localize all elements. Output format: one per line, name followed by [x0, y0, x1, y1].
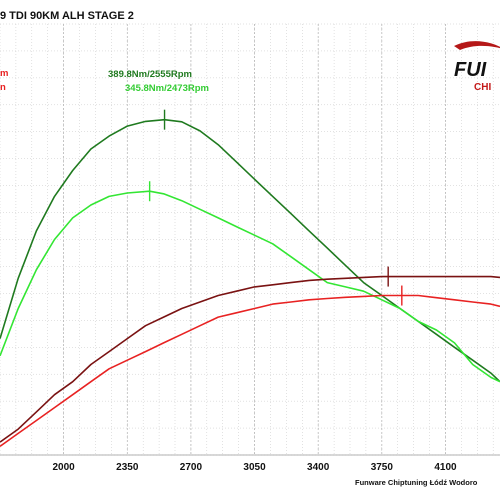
- funware-logo: FUI CHI: [448, 36, 500, 94]
- series-line-tuned_torque: [0, 120, 500, 382]
- left-legend-fragment-2: n: [0, 82, 6, 93]
- tuned-torque-peak-label: 389.8Nm/2555Rpm: [108, 69, 192, 80]
- x-tick-label: 2000: [53, 462, 76, 473]
- x-tick-label: 4100: [434, 462, 457, 473]
- left-legend-fragment-1: m: [0, 68, 8, 79]
- footer-credit: Funware Chiptuning Łódź Wodoro: [355, 478, 477, 487]
- x-tick-label: 3050: [243, 462, 266, 473]
- peak-markers: [150, 110, 402, 306]
- stock-torque-peak-label: 345.8Nm/2473Rpm: [125, 83, 209, 94]
- logo-text-main: FUI: [454, 59, 487, 81]
- x-tick-label: 3750: [371, 462, 394, 473]
- x-tick-labels: 2000 2350 2700 3050 3400 3750 4100: [53, 462, 458, 473]
- series-line-stock_power: [0, 296, 500, 447]
- x-tick-label: 2350: [116, 462, 139, 473]
- series-line-tuned_power: [0, 277, 500, 443]
- series-line-stock_torque: [0, 191, 500, 382]
- logo-swoosh-icon: [454, 41, 500, 50]
- grid-lines: [0, 24, 500, 455]
- x-tick-label: 2700: [180, 462, 203, 473]
- series-lines: [0, 120, 500, 447]
- logo-text-sub: CHI: [474, 82, 491, 93]
- x-tick-label: 3400: [307, 462, 330, 473]
